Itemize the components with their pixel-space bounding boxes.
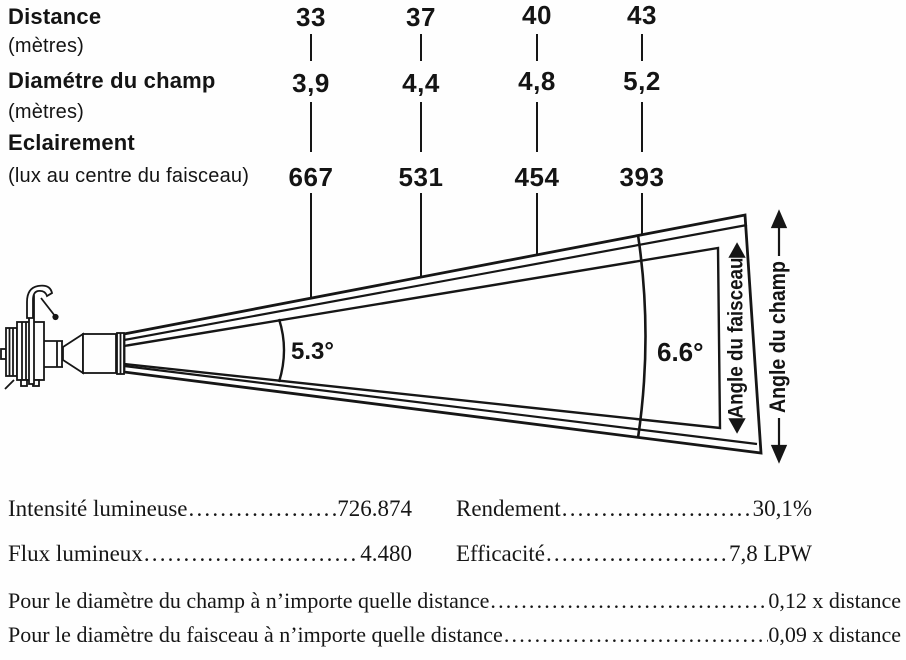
stat-value: 7,8 LPW xyxy=(728,541,812,566)
illuminance-value: 667 xyxy=(288,162,334,192)
stat-label: Flux lumineux xyxy=(8,541,143,566)
field-diameter-value: 5,2 xyxy=(623,66,661,96)
formula-label: Pour le diamètre du faisceau à n’importe… xyxy=(8,622,503,647)
formula-beam-diameter: Pour le diamètre du faisceau à n’importe… xyxy=(8,622,901,647)
spotlight-fixture-icon xyxy=(0,284,125,390)
beam-angle-arc xyxy=(277,318,286,383)
field-diameter-unit: (mètres) xyxy=(8,101,85,123)
beam-diagram: 5.3° 6.6° ◀Angle du faisceau▶ Angle du c… xyxy=(0,34,790,464)
stat-luminous-flux: Flux lumineux ..........................… xyxy=(8,541,412,567)
stat-label: Rendement xyxy=(456,496,561,521)
distance-label: Distance xyxy=(8,4,102,29)
distance-value: 37 xyxy=(406,2,436,32)
dot-leader: ........................................… xyxy=(143,541,360,566)
stat-value: 726.874 xyxy=(337,496,412,521)
dot-leader: ........................................… xyxy=(503,622,769,647)
field-diameter-value: 4,4 xyxy=(402,68,440,98)
field-angle-dimension-arrows xyxy=(770,209,788,464)
formula-label: Pour le diamètre du champ à n’importe qu… xyxy=(8,588,490,613)
illuminance-label: Eclairement xyxy=(8,130,135,155)
illuminance-value: 454 xyxy=(514,162,560,192)
stat-label: Efficacité xyxy=(456,541,545,566)
field-diameter-value: 3,9 xyxy=(292,68,330,98)
field-angle-value: 6.6° xyxy=(657,337,704,367)
beam-angle-axis-label: ◀Angle du faisceau▶ xyxy=(725,242,748,434)
formula-value: 0,09 x distance xyxy=(768,622,901,647)
field-angle-arc xyxy=(636,234,647,439)
dot-leader: ........................................… xyxy=(490,588,769,613)
dot-leader: ........................................… xyxy=(545,541,729,566)
formula-field-diameter: Pour le diamètre du champ à n’importe qu… xyxy=(8,588,901,613)
leader-lines xyxy=(310,34,643,297)
field-diameter-value: 4,8 xyxy=(518,66,556,96)
stat-value: 4.480 xyxy=(360,541,412,566)
dot-leader: ........................................… xyxy=(188,496,338,521)
field-angle-axis-label: Angle du champ xyxy=(765,261,790,413)
field-diameter-label: Diamétre du champ xyxy=(8,68,216,93)
beam-angle-value: 5.3° xyxy=(291,338,334,365)
field-cone xyxy=(122,213,763,455)
formula-value: 0,12 x distance xyxy=(768,588,901,613)
illuminance-value: 531 xyxy=(398,162,444,192)
distance-value: 40 xyxy=(522,0,552,30)
stat-label: Intensité lumineuse xyxy=(8,496,188,521)
stat-luminous-intensity: Intensité lumineuse ....................… xyxy=(8,496,412,522)
stat-value: 30,1% xyxy=(752,496,812,521)
illuminance-value: 393 xyxy=(619,162,665,192)
distance-value: 33 xyxy=(296,2,326,32)
stat-rendement: Rendement ..............................… xyxy=(456,496,812,522)
distance-value: 43 xyxy=(627,0,657,30)
dot-leader: ........................................… xyxy=(561,496,753,521)
distance-unit: (mètres) xyxy=(8,35,85,57)
stat-efficacite: Efficacité .............................… xyxy=(456,541,812,567)
illuminance-unit: (lux au centre du faisceau) xyxy=(8,165,250,187)
